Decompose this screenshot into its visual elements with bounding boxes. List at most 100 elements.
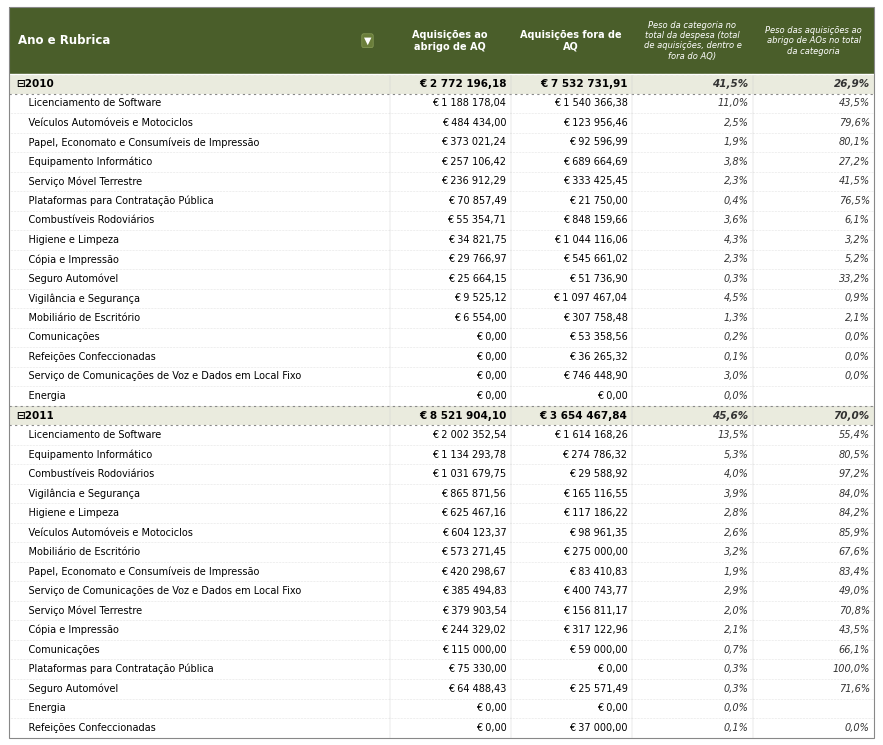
Text: 1,9%: 1,9% bbox=[724, 137, 749, 148]
Text: ▼: ▼ bbox=[364, 36, 371, 45]
Text: 0,1%: 0,1% bbox=[724, 352, 749, 362]
Text: € 92 596,99: € 92 596,99 bbox=[569, 137, 628, 148]
Text: Serviço Móvel Terrestre: Serviço Móvel Terrestre bbox=[16, 606, 142, 616]
Text: € 0,00: € 0,00 bbox=[476, 332, 506, 343]
Text: € 7 532 731,91: € 7 532 731,91 bbox=[540, 79, 628, 89]
Text: € 373 021,24: € 373 021,24 bbox=[442, 137, 506, 148]
Text: € 0,00: € 0,00 bbox=[597, 665, 628, 674]
Bar bbox=[9, 308, 874, 328]
Text: Licenciamento de Software: Licenciamento de Software bbox=[16, 98, 161, 108]
Text: 43,5%: 43,5% bbox=[839, 98, 870, 108]
Text: € 8 521 904,10: € 8 521 904,10 bbox=[419, 410, 506, 420]
Bar bbox=[9, 250, 874, 269]
Text: 80,5%: 80,5% bbox=[839, 449, 870, 460]
Text: € 53 358,56: € 53 358,56 bbox=[569, 332, 628, 343]
Text: 45,6%: 45,6% bbox=[713, 410, 749, 420]
Text: € 2 002 352,54: € 2 002 352,54 bbox=[432, 430, 506, 440]
Bar bbox=[9, 504, 874, 523]
Bar bbox=[9, 484, 874, 504]
Text: € 1 134 293,78: € 1 134 293,78 bbox=[433, 449, 506, 460]
Text: Higiene e Limpeza: Higiene e Limpeza bbox=[16, 508, 119, 518]
Text: 2,1%: 2,1% bbox=[845, 313, 870, 323]
Bar bbox=[9, 542, 874, 562]
Text: 0,4%: 0,4% bbox=[724, 196, 749, 206]
Text: 2,3%: 2,3% bbox=[724, 254, 749, 264]
Text: 41,5%: 41,5% bbox=[839, 177, 870, 186]
Text: € 0,00: € 0,00 bbox=[476, 391, 506, 401]
Text: Serviço de Comunicações de Voz e Dados em Local Fixo: Serviço de Comunicações de Voz e Dados e… bbox=[16, 586, 301, 596]
Text: 3,6%: 3,6% bbox=[724, 215, 749, 225]
Text: Seguro Automóvel: Seguro Automóvel bbox=[16, 273, 118, 284]
Text: 1,9%: 1,9% bbox=[724, 567, 749, 577]
Text: € 1 188 178,04: € 1 188 178,04 bbox=[433, 98, 506, 108]
Bar bbox=[9, 171, 874, 191]
Text: ⊟2010: ⊟2010 bbox=[16, 79, 54, 89]
Text: Equipamento Informático: Equipamento Informático bbox=[16, 156, 152, 167]
Text: 4,0%: 4,0% bbox=[724, 469, 749, 479]
Text: 27,2%: 27,2% bbox=[839, 156, 870, 167]
Text: € 257 106,42: € 257 106,42 bbox=[442, 156, 506, 167]
Text: Refeições Confeccionadas: Refeições Confeccionadas bbox=[16, 723, 155, 733]
Text: Vigilância e Segurança: Vigilância e Segurança bbox=[16, 488, 140, 499]
Text: 0,3%: 0,3% bbox=[724, 665, 749, 674]
Text: € 244 329,02: € 244 329,02 bbox=[442, 625, 506, 635]
Text: 76,5%: 76,5% bbox=[839, 196, 870, 206]
Text: € 51 736,90: € 51 736,90 bbox=[569, 274, 628, 284]
Bar bbox=[9, 621, 874, 640]
Bar bbox=[9, 328, 874, 347]
Bar bbox=[9, 386, 874, 406]
Text: Combustíveis Rodoviários: Combustíveis Rodoviários bbox=[16, 215, 155, 225]
Bar bbox=[9, 679, 874, 699]
Text: 41,5%: 41,5% bbox=[713, 79, 749, 89]
Bar bbox=[9, 211, 874, 230]
Text: 84,0%: 84,0% bbox=[839, 489, 870, 498]
Text: Licenciamento de Software: Licenciamento de Software bbox=[16, 430, 161, 440]
Text: € 865 871,56: € 865 871,56 bbox=[442, 489, 506, 498]
Text: € 34 821,75: € 34 821,75 bbox=[448, 235, 506, 245]
Text: € 0,00: € 0,00 bbox=[476, 703, 506, 713]
Text: € 1 540 366,38: € 1 540 366,38 bbox=[554, 98, 628, 108]
Text: 0,0%: 0,0% bbox=[845, 352, 870, 362]
Text: 85,9%: 85,9% bbox=[839, 527, 870, 538]
Bar bbox=[9, 445, 874, 464]
Bar bbox=[9, 425, 874, 445]
Text: € 64 488,43: € 64 488,43 bbox=[448, 684, 506, 694]
Text: Plataformas para Contratação Pública: Plataformas para Contratação Pública bbox=[16, 664, 214, 674]
Text: 0,0%: 0,0% bbox=[845, 372, 870, 381]
Text: Seguro Automóvel: Seguro Automóvel bbox=[16, 683, 118, 694]
Bar bbox=[9, 191, 874, 211]
Text: 97,2%: 97,2% bbox=[839, 469, 870, 479]
Text: Veículos Automóveis e Motociclos: Veículos Automóveis e Motociclos bbox=[16, 118, 192, 128]
Text: € 420 298,67: € 420 298,67 bbox=[442, 567, 506, 577]
Text: 84,2%: 84,2% bbox=[839, 508, 870, 518]
Text: 2,8%: 2,8% bbox=[724, 508, 749, 518]
Text: 0,0%: 0,0% bbox=[845, 332, 870, 343]
Bar bbox=[9, 699, 874, 718]
Text: 1,3%: 1,3% bbox=[724, 313, 749, 323]
Text: € 746 448,90: € 746 448,90 bbox=[562, 372, 628, 381]
Text: Energia: Energia bbox=[16, 391, 65, 401]
Text: Refeições Confeccionadas: Refeições Confeccionadas bbox=[16, 352, 155, 362]
Text: Comunicações: Comunicações bbox=[16, 332, 100, 343]
Text: 4,3%: 4,3% bbox=[724, 235, 749, 245]
Text: € 117 186,22: € 117 186,22 bbox=[562, 508, 628, 518]
Text: € 70 857,49: € 70 857,49 bbox=[448, 196, 506, 206]
Text: 3,2%: 3,2% bbox=[845, 235, 870, 245]
Text: Energia: Energia bbox=[16, 703, 65, 713]
Bar bbox=[9, 406, 874, 425]
Bar bbox=[9, 718, 874, 738]
Text: 33,2%: 33,2% bbox=[839, 274, 870, 284]
Bar bbox=[9, 464, 874, 484]
Text: € 0,00: € 0,00 bbox=[476, 352, 506, 362]
Text: 100,0%: 100,0% bbox=[833, 665, 870, 674]
Bar bbox=[9, 659, 874, 679]
Text: € 317 122,96: € 317 122,96 bbox=[562, 625, 628, 635]
Text: 0,0%: 0,0% bbox=[724, 391, 749, 401]
Text: 2,5%: 2,5% bbox=[724, 118, 749, 128]
Text: 6,1%: 6,1% bbox=[845, 215, 870, 225]
Text: € 236 912,29: € 236 912,29 bbox=[442, 177, 506, 186]
Text: Mobiliário de Escritório: Mobiliário de Escritório bbox=[16, 547, 140, 557]
Text: € 115 000,00: € 115 000,00 bbox=[442, 644, 506, 655]
Text: Cópia e Impressão: Cópia e Impressão bbox=[16, 625, 119, 635]
Text: € 29 766,97: € 29 766,97 bbox=[448, 254, 506, 264]
